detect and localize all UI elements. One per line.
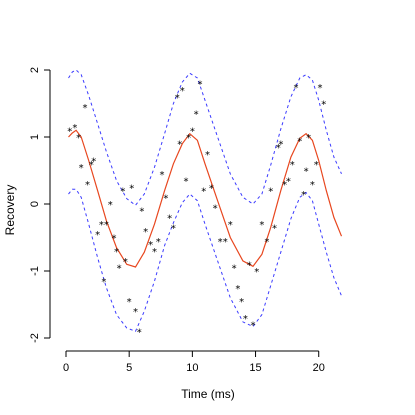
- data-point: *: [167, 213, 172, 224]
- data-point: *: [247, 260, 252, 271]
- confidence-band-line: [68, 69, 342, 206]
- data-point: *: [310, 180, 315, 191]
- data-point: *: [171, 223, 176, 234]
- y-tick-label: 2: [29, 67, 41, 73]
- x-axis-title: Time (ms): [181, 387, 235, 401]
- data-point: *: [143, 227, 148, 238]
- data-point: *: [223, 237, 228, 248]
- data-point: *: [317, 83, 322, 94]
- data-point: *: [127, 297, 132, 308]
- y-tick-label: 0: [29, 201, 41, 207]
- y-axis-title: Recovery: [3, 185, 17, 236]
- data-point: *: [177, 140, 182, 151]
- data-point: *: [139, 207, 144, 218]
- data-point: *: [314, 160, 319, 171]
- data-point: *: [235, 284, 240, 295]
- data-point: *: [232, 264, 237, 275]
- data-point: *: [67, 126, 72, 137]
- data-point: *: [186, 133, 191, 144]
- data-point: *: [243, 314, 248, 325]
- data-point: *: [104, 220, 109, 231]
- data-point: *: [117, 264, 122, 275]
- data-point: *: [218, 237, 223, 248]
- data-point: *: [239, 297, 244, 308]
- data-point: *: [304, 167, 309, 178]
- x-tick-label: 5: [126, 362, 132, 374]
- x-tick-label: 20: [313, 362, 325, 374]
- data-point: *: [156, 237, 161, 248]
- data-point: *: [76, 133, 81, 144]
- data-point: *: [114, 247, 119, 258]
- data-point: *: [95, 230, 100, 241]
- data-point: *: [254, 267, 259, 278]
- data-point: *: [79, 163, 84, 174]
- data-point: *: [278, 140, 283, 151]
- data-point: *: [293, 83, 298, 94]
- data-point: *: [290, 160, 295, 171]
- data-point: *: [213, 203, 218, 214]
- x-tick-label: 10: [186, 362, 198, 374]
- x-tick-label: 0: [63, 362, 69, 374]
- data-point: *: [152, 247, 157, 258]
- x-tick-label: 15: [249, 362, 261, 374]
- data-point: *: [163, 193, 168, 204]
- data-point: *: [286, 177, 291, 188]
- data-point: *: [306, 133, 311, 144]
- y-tick-label: -1: [29, 266, 41, 276]
- data-point: *: [272, 223, 277, 234]
- y-tick-label: -2: [29, 333, 41, 343]
- data-point: *: [259, 220, 264, 231]
- data-point: *: [197, 79, 202, 90]
- data-point: *: [184, 177, 189, 188]
- data-point: *: [175, 93, 180, 104]
- data-point: *: [251, 321, 256, 332]
- data-point: *: [123, 257, 128, 268]
- data-point: *: [201, 187, 206, 198]
- data-point: *: [148, 240, 153, 251]
- data-point: *: [264, 237, 269, 248]
- data-point: *: [72, 123, 77, 134]
- data-point: *: [297, 136, 302, 147]
- data-point: *: [190, 126, 195, 137]
- confidence-band-line: [68, 188, 342, 332]
- data-point: *: [133, 307, 138, 318]
- data-point: *: [228, 220, 233, 231]
- data-point: *: [108, 200, 113, 211]
- y-tick-label: 1: [29, 134, 41, 140]
- data-point: *: [91, 156, 96, 167]
- data-point: *: [99, 220, 104, 231]
- data-point: *: [180, 86, 185, 97]
- data-point: *: [101, 277, 106, 288]
- data-point: *: [129, 183, 134, 194]
- data-point: *: [82, 103, 87, 114]
- data-point: *: [209, 183, 214, 194]
- data-point: *: [282, 180, 287, 191]
- data-point: *: [137, 327, 142, 338]
- data-point: *: [321, 100, 326, 111]
- data-point: *: [89, 160, 94, 171]
- data-point: *: [301, 190, 306, 201]
- fitted-curve: [68, 129, 343, 268]
- data-point: *: [112, 234, 117, 245]
- data-point: *: [276, 143, 281, 154]
- data-point: *: [205, 150, 210, 161]
- data-point: *: [194, 110, 199, 121]
- data-point: *: [160, 170, 165, 181]
- data-point: *: [268, 187, 273, 198]
- data-point: *: [85, 180, 90, 191]
- data-point: *: [120, 187, 125, 198]
